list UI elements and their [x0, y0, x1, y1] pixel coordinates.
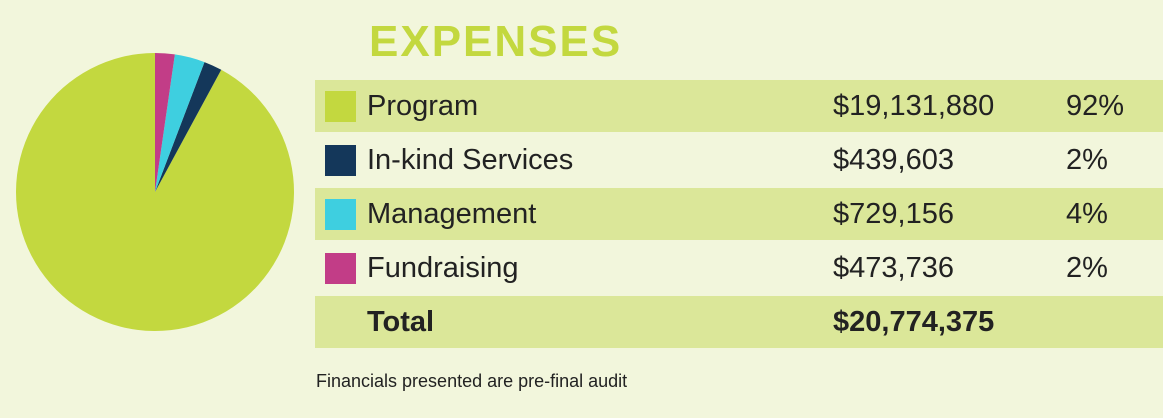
- expenses-title: EXPENSES: [369, 17, 623, 66]
- row-percent: 92%: [1066, 89, 1125, 122]
- legend-swatch-in-kind-services: [325, 145, 356, 176]
- row-label: Program: [367, 89, 479, 122]
- row-label: Fundraising: [367, 251, 519, 284]
- row-management: Management $729,156 4%: [315, 188, 1163, 240]
- pie-slice-management: [155, 54, 205, 193]
- row-amount: $473,736: [833, 251, 954, 284]
- legend-swatch-fundraising: [325, 253, 356, 284]
- row-label: In-kind Services: [367, 143, 574, 176]
- row-total: Total $20,774,375: [315, 296, 1163, 348]
- row-amount: $439,603: [833, 143, 954, 176]
- expenses-pie-chart: [15, 53, 294, 332]
- row-amount: $19,131,880: [833, 89, 995, 122]
- pie-slice-fundraising: [155, 53, 175, 192]
- row-amount: $729,156: [833, 197, 954, 230]
- total-label: Total: [367, 305, 435, 338]
- row-fundraising: Fundraising $473,736 2%: [315, 242, 1163, 294]
- total-amount: $20,774,375: [833, 305, 995, 338]
- legend-swatch-program: [325, 91, 356, 122]
- audit-note: Financials presented are pre-final audit: [316, 371, 628, 391]
- row-percent: 2%: [1066, 251, 1108, 284]
- row-program: Program $19,131,880 92%: [315, 80, 1163, 132]
- row-percent: 2%: [1066, 143, 1108, 176]
- expenses-table: Program $19,131,880 92% In-kind Services…: [315, 80, 1163, 350]
- row-percent: 4%: [1066, 197, 1108, 230]
- row-label: Management: [367, 197, 537, 230]
- pie-slice-program: [15, 53, 294, 332]
- legend-swatch-management: [325, 199, 356, 230]
- row-in-kind-services: In-kind Services $439,603 2%: [315, 134, 1163, 186]
- pie-slice-in-kind-services: [155, 62, 222, 192]
